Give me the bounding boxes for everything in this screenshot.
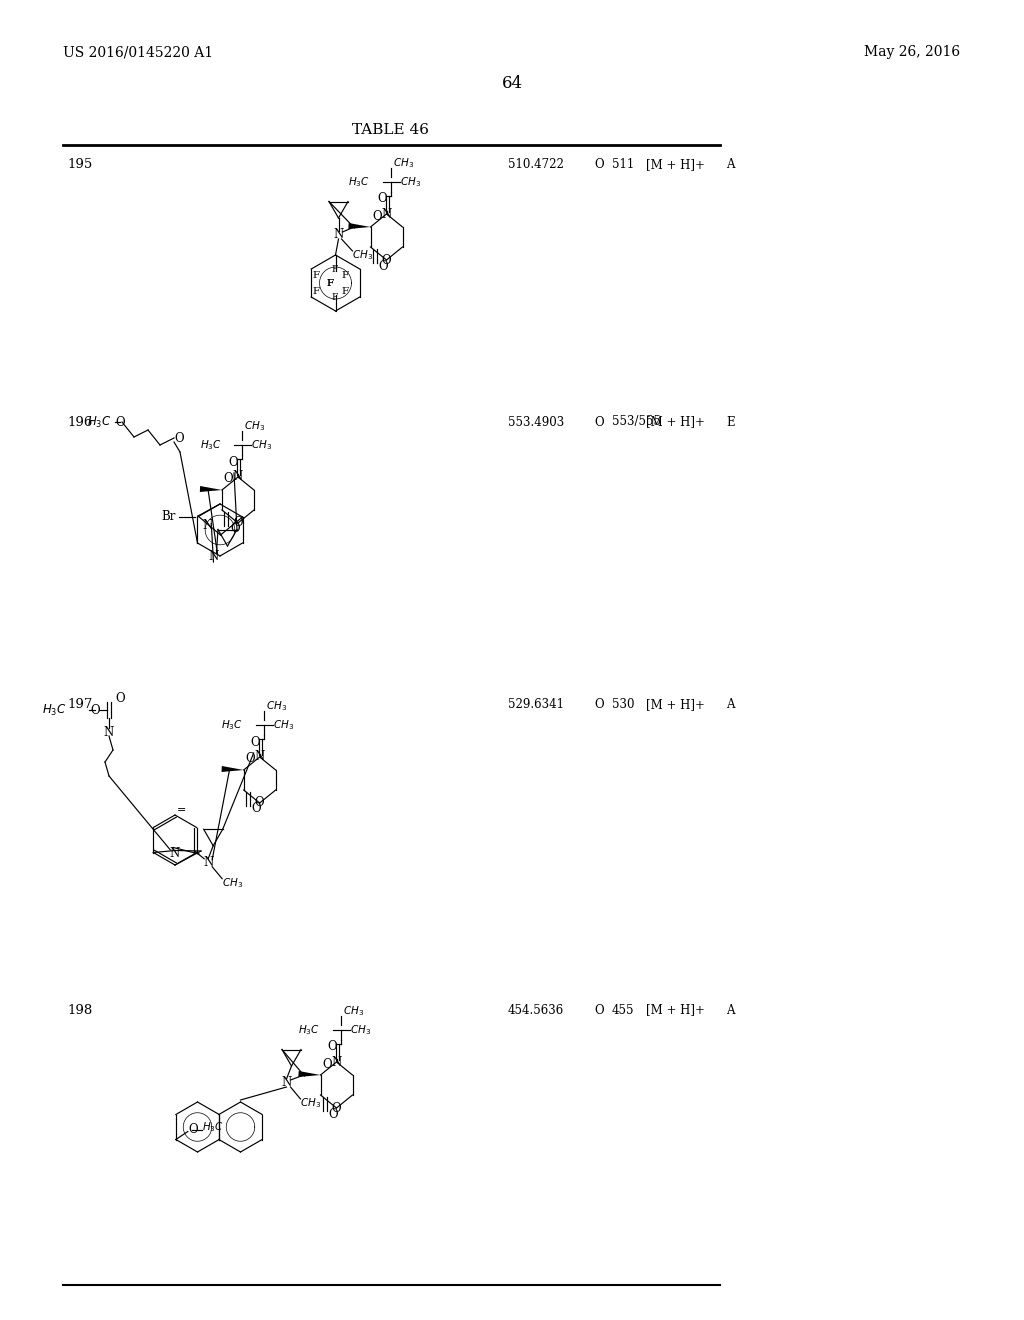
Text: $CH_3$: $CH_3$ [400, 176, 421, 189]
Text: F: F [332, 293, 338, 301]
Polygon shape [348, 223, 371, 228]
Text: E: E [726, 416, 734, 429]
Text: N: N [169, 847, 179, 861]
Text: [M + H]+: [M + H]+ [646, 698, 705, 711]
Text: O: O [115, 692, 125, 705]
Text: O: O [594, 158, 603, 172]
Text: O: O [250, 735, 260, 748]
Text: O: O [174, 432, 183, 445]
Text: F: F [312, 286, 319, 296]
Text: $CH_3$: $CH_3$ [245, 420, 265, 433]
Text: O: O [594, 1003, 603, 1016]
Text: O: O [228, 455, 239, 469]
Text: O: O [328, 1040, 337, 1053]
Text: $CH_3$: $CH_3$ [222, 876, 244, 890]
Text: N: N [255, 751, 265, 763]
Text: 196: 196 [67, 416, 92, 429]
Text: Br: Br [161, 511, 175, 524]
Text: O: O [246, 752, 255, 766]
Text: 553.4903: 553.4903 [508, 416, 564, 429]
Text: O: O [255, 796, 264, 809]
Text: N: N [334, 228, 344, 242]
Text: F: F [327, 279, 334, 288]
Text: O: O [332, 1101, 341, 1114]
Text: F: F [341, 271, 348, 280]
Text: 510.4722: 510.4722 [508, 158, 564, 172]
Text: 530: 530 [612, 698, 635, 711]
Text: $CH_3$: $CH_3$ [343, 1005, 365, 1018]
Text: F: F [341, 286, 348, 296]
Text: 511: 511 [612, 158, 634, 172]
Text: N: N [202, 519, 212, 532]
Text: $CH_3$: $CH_3$ [273, 718, 294, 731]
Text: N: N [381, 207, 391, 220]
Text: F: F [327, 279, 334, 288]
Text: [M + H]+: [M + H]+ [646, 416, 705, 429]
Text: $H_3C$: $H_3C$ [221, 718, 243, 731]
Polygon shape [298, 1071, 321, 1077]
Text: $CH_3$: $CH_3$ [350, 1023, 371, 1038]
Text: N: N [203, 857, 213, 870]
Text: N: N [208, 550, 218, 564]
Text: O: O [233, 516, 243, 529]
Text: O: O [382, 253, 391, 267]
Text: O: O [188, 1123, 199, 1137]
Text: $CH_3$: $CH_3$ [300, 1096, 322, 1110]
Text: 198: 198 [67, 1003, 92, 1016]
Text: =: = [176, 805, 185, 814]
Text: F: F [312, 271, 319, 280]
Text: $H_3C$: $H_3C$ [348, 176, 370, 189]
Text: F: F [332, 264, 338, 273]
Text: O: O [379, 260, 388, 272]
Text: O: O [594, 416, 603, 429]
Text: [M + H]+: [M + H]+ [646, 1003, 705, 1016]
Text: 195: 195 [67, 158, 92, 172]
Text: O: O [377, 193, 387, 206]
Text: N: N [232, 470, 243, 483]
Text: O: O [252, 803, 261, 816]
Text: A: A [726, 158, 734, 172]
Text: O: O [115, 416, 125, 429]
Text: 455: 455 [612, 1003, 635, 1016]
Text: $CH_3$: $CH_3$ [352, 248, 374, 261]
Text: 553/555: 553/555 [612, 416, 662, 429]
Text: $CH_3$: $CH_3$ [252, 438, 272, 451]
Text: A: A [726, 1003, 734, 1016]
Text: O: O [230, 523, 240, 536]
Text: $H_3C$: $H_3C$ [87, 414, 112, 429]
Text: O: O [372, 210, 382, 223]
Text: TABLE 46: TABLE 46 [351, 123, 428, 137]
Text: $H_3C$: $H_3C$ [298, 1023, 319, 1038]
Text: $H_3C$: $H_3C$ [202, 1121, 224, 1134]
Polygon shape [200, 486, 222, 492]
Text: A: A [726, 698, 734, 711]
Text: O: O [329, 1107, 338, 1121]
Text: N: N [332, 1056, 342, 1068]
Text: $CH_3$: $CH_3$ [266, 700, 288, 713]
Text: 64: 64 [502, 74, 522, 91]
Text: [M + H]+: [M + H]+ [646, 158, 705, 172]
Text: O: O [223, 473, 233, 486]
Text: $CH_3$: $CH_3$ [393, 156, 414, 170]
Text: 197: 197 [67, 698, 92, 711]
Text: O: O [323, 1057, 332, 1071]
Text: N: N [282, 1077, 292, 1089]
Text: $H_3C$: $H_3C$ [42, 702, 67, 718]
Polygon shape [221, 766, 244, 772]
Text: US 2016/0145220 A1: US 2016/0145220 A1 [63, 45, 213, 59]
Text: 454.5636: 454.5636 [508, 1003, 564, 1016]
Text: O: O [594, 698, 603, 711]
Text: 529.6341: 529.6341 [508, 698, 564, 711]
Text: N: N [103, 726, 114, 738]
Text: May 26, 2016: May 26, 2016 [864, 45, 961, 59]
Text: O: O [90, 704, 99, 717]
Text: $H_3C$: $H_3C$ [200, 438, 221, 451]
